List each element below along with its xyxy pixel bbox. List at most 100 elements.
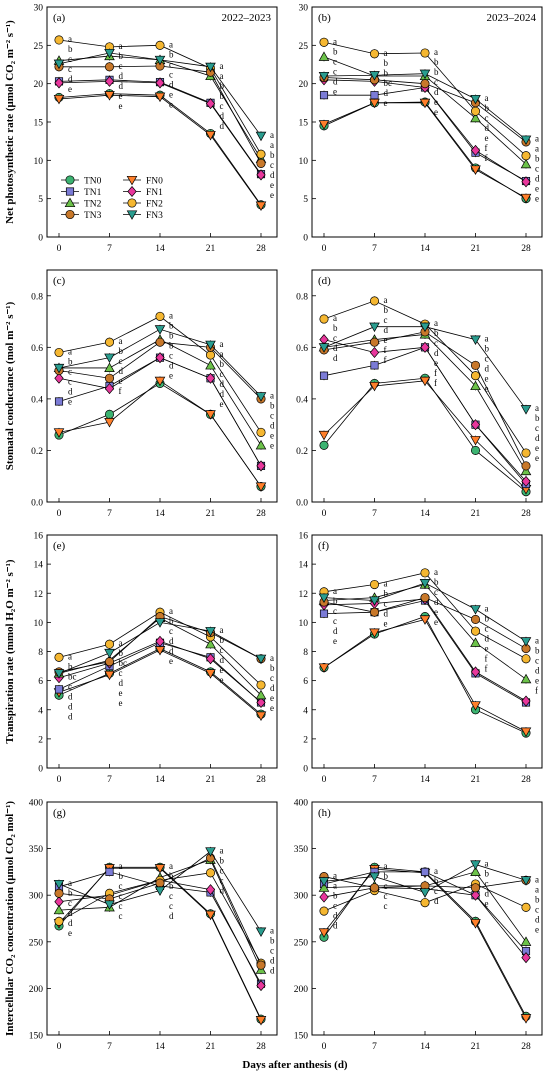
data-point [54,77,64,89]
significance-letter: d [220,885,225,895]
legend-item-TN0: TN0 [61,175,102,187]
data-point [53,428,65,438]
significance-letter: e [434,358,438,368]
data-point [521,461,531,471]
significance-letter: c [333,901,337,911]
significance-letter: a [384,579,388,589]
significance-letter: c [119,911,123,921]
significance-letter: d [434,896,439,906]
significance-letter: a [220,349,224,359]
data-point [154,864,166,874]
significance-letter: c [384,891,388,901]
series-line [323,377,527,492]
significance-letter: b [270,400,275,410]
significance-letter: d [119,678,124,688]
significance-letter: d [220,655,225,665]
significance-letter: e [68,396,72,406]
series-line [323,334,527,472]
x-tick-label: 0 [322,1042,327,1052]
significance-letter: f [485,663,488,673]
significance-letter: c [220,369,224,379]
x-tick-label: 0 [57,1042,62,1052]
series-FN3 [53,324,267,402]
x-tick-label: 0 [57,244,62,254]
significance-letter: e [384,335,388,345]
significance-letter: d [535,174,540,184]
significance-letter: f [535,685,538,695]
significance-letter: b [169,320,174,330]
x-tick-label: 0 [57,509,62,519]
data-point [319,314,329,324]
season-label: 2023–2024 [487,12,537,24]
significance-letter: c [68,64,72,74]
x-tick-label: 21 [471,244,481,254]
significance-letter: d [485,888,490,898]
data-point [318,343,330,353]
x-tick-label: 7 [372,244,377,254]
y-tick-label: 0 [303,765,308,775]
data-point [155,635,165,647]
significance-letter: a [68,346,72,356]
data-point [420,341,430,353]
significance-letter: a [535,874,539,884]
significance-letter: d [333,343,338,353]
significance-letter: d [535,914,540,924]
panel-label: (h) [318,807,331,819]
y-tick-label: 2 [303,735,308,745]
data-point [53,879,65,890]
data-point [470,889,481,901]
data-point [369,381,380,392]
data-point [256,696,266,709]
significance-letter: c [485,113,489,123]
data-point [104,62,115,72]
significance-letter: a [220,71,224,81]
significance-letter: e [220,675,224,685]
data-point [104,657,115,667]
panel-label: (c) [53,275,66,287]
significance-letter: b [434,577,439,587]
data-point [318,51,330,61]
significance-letter: c [119,61,123,71]
data-point [369,346,380,359]
significance-letter: d [270,956,275,966]
y-tick-label: 15 [299,119,309,129]
significance-letter: e [384,619,388,629]
significance-letter: c [68,898,72,908]
series-FN0 [53,90,267,211]
significance-letter: b [169,49,174,59]
panel-label: (a) [53,12,66,24]
y-tick-label: 200 [29,985,44,995]
significance-letter: e [535,194,539,204]
data-point [319,609,329,618]
y-tick-label: 8 [303,648,308,658]
significance-letter: e [169,89,173,99]
significance-letter: d [434,597,439,607]
significance-letter: e [68,84,72,94]
x-tick-label: 28 [521,244,531,254]
data-point [520,876,532,886]
significance-letter: b [169,340,174,350]
data-point [205,359,216,370]
data-point [521,695,531,707]
data-point [319,37,329,47]
significance-letter: d [333,921,338,931]
series-line [58,648,262,715]
significance-letter: d [119,81,124,91]
data-point [205,653,216,665]
data-point [53,363,65,374]
data-point [155,77,165,89]
x-tick-label: 28 [521,509,531,519]
significance-letter: d [333,911,338,921]
data-point [154,886,166,896]
data-point [318,877,330,887]
data-point [319,906,329,916]
y-tick-label: 0 [38,765,43,775]
significance-letter: b [434,67,439,77]
y-tick-label: 0.6 [296,344,308,354]
x-tick-label: 14 [420,1042,430,1052]
series-line [58,55,262,160]
significance-letter: a [434,866,438,876]
